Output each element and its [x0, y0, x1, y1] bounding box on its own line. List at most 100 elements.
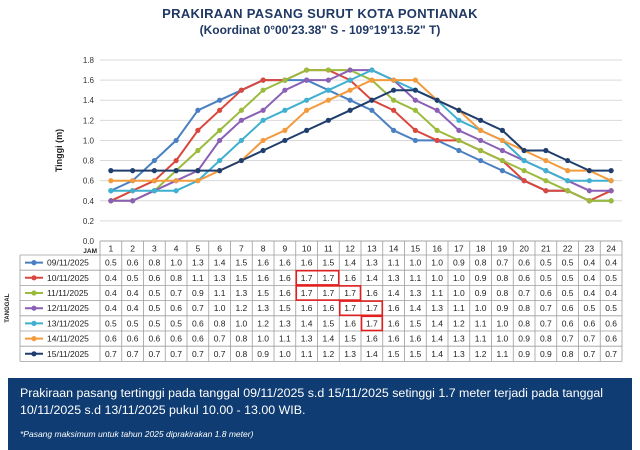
series-point	[412, 77, 418, 83]
table-cell-value: 1.3	[192, 258, 204, 268]
table-cell-value: 0.5	[540, 258, 552, 268]
table-cell-value: 1.0	[453, 288, 465, 298]
legend-date-label: 10/11/2025	[47, 273, 89, 283]
table-cell-value: 0.7	[562, 334, 574, 344]
table-cell-value: 1.6	[279, 288, 291, 298]
table-cell-value: 0.8	[170, 273, 182, 283]
series-point	[304, 67, 310, 73]
table-cell-value: 0.6	[105, 334, 117, 344]
series-point	[217, 137, 223, 144]
series-point	[151, 168, 157, 174]
table-cell-value: 0.7	[583, 349, 595, 359]
series-point	[130, 168, 136, 174]
series-point	[478, 117, 484, 123]
series-point	[282, 77, 288, 83]
max-tide-highlight	[360, 315, 384, 332]
series-point	[456, 147, 462, 154]
table-cell-value: 1.3	[301, 334, 313, 344]
table-cell-value: 1.2	[475, 349, 487, 359]
legend-swatch-marker	[31, 305, 37, 311]
table-cell-value: 1.5	[322, 318, 334, 328]
table-cell-value: 1.4	[366, 273, 378, 283]
series-point	[608, 198, 614, 204]
series-point	[369, 67, 375, 73]
series-point	[521, 147, 527, 154]
table-cell-value: 0.6	[148, 334, 160, 344]
table-cell-value: 0.7	[540, 318, 552, 328]
series-point	[391, 87, 397, 93]
series-point	[195, 178, 201, 184]
table-cell-value: 0.5	[170, 318, 182, 328]
series-point	[478, 157, 484, 164]
table-cell-value: 1.6	[279, 258, 291, 268]
series-line-6	[110, 79, 612, 182]
table-cell-value: 0.8	[235, 349, 247, 359]
legend-swatch-marker	[31, 290, 37, 296]
legend-swatch-marker	[31, 336, 37, 342]
series-point	[521, 168, 527, 174]
table-cell-value: 0.5	[127, 273, 139, 283]
hour-label: 1	[109, 244, 114, 254]
series-point	[565, 178, 571, 184]
info-text: Prakiraan pasang tertinggi pada tanggal …	[20, 386, 604, 417]
table-cell-value: 1.2	[453, 318, 465, 328]
series-point	[412, 107, 418, 113]
table-cell-value: 0.8	[214, 318, 226, 328]
table-cell-value: 1.3	[453, 349, 465, 359]
series-point	[499, 157, 505, 164]
legend-swatch-marker	[31, 351, 37, 357]
series-point	[565, 188, 571, 194]
table-cell-value: 1.7	[301, 273, 313, 283]
table-cell-value: 0.4	[127, 303, 139, 313]
table-cell-value: 0.7	[540, 303, 552, 313]
series-point	[260, 77, 266, 83]
series-point	[282, 137, 288, 144]
y-tick-label: 0.2	[83, 217, 95, 226]
series-point	[260, 117, 266, 123]
table-cell-value: 1.5	[344, 334, 356, 344]
table-cell-value: 1.6	[344, 273, 356, 283]
table-cell-value: 0.9	[496, 303, 508, 313]
series-point	[108, 198, 114, 204]
series-point	[456, 137, 462, 144]
table-cell-value: 0.6	[192, 334, 204, 344]
series-point	[347, 87, 353, 93]
y-tick-label: 1.2	[83, 116, 95, 125]
table-cell-value: 1.0	[257, 334, 269, 344]
y-tick-label: 1.0	[83, 136, 95, 145]
series-point	[434, 137, 440, 144]
table-cell-value: 0.7	[518, 288, 530, 298]
table-cell-value: 0.7	[192, 303, 204, 313]
info-note: *Pasang maksimum untuk tahun 2025 diprak…	[20, 429, 254, 439]
table-cell-value: 0.7	[214, 334, 226, 344]
table-cell-value: 1.4	[388, 288, 400, 298]
table-cell-value: 0.5	[562, 273, 574, 283]
table-cell-value: 1.0	[475, 303, 487, 313]
hour-label: 8	[261, 244, 266, 254]
table-cell-value: 1.0	[409, 258, 421, 268]
hour-label: 4	[174, 244, 179, 254]
series-point	[238, 157, 244, 164]
table-cell-value: 1.0	[235, 318, 247, 328]
table-cell-value: 1.1	[192, 273, 204, 283]
table-cell-value: 0.7	[496, 258, 508, 268]
series-point	[391, 107, 397, 113]
series-point	[412, 137, 418, 144]
table-cell-value: 0.6	[192, 318, 204, 328]
table-cell-value: 1.6	[409, 334, 421, 344]
table-cell-value: 0.6	[127, 334, 139, 344]
table-cell-value: 1.5	[257, 288, 269, 298]
series-point	[325, 97, 331, 103]
y-tick-label: 1.4	[83, 96, 95, 105]
table-cell-value: 0.5	[148, 288, 160, 298]
series-point	[304, 107, 310, 113]
table-cell-value: 0.7	[605, 349, 617, 359]
series-point	[499, 137, 505, 144]
series-point	[543, 178, 549, 184]
series-point	[478, 147, 484, 154]
table-cell-value: 0.4	[605, 258, 617, 268]
table-cell-value: 1.3	[388, 273, 400, 283]
series-point	[173, 178, 179, 184]
table-cell-value: 1.3	[214, 273, 226, 283]
table-cell-value: 0.7	[214, 349, 226, 359]
